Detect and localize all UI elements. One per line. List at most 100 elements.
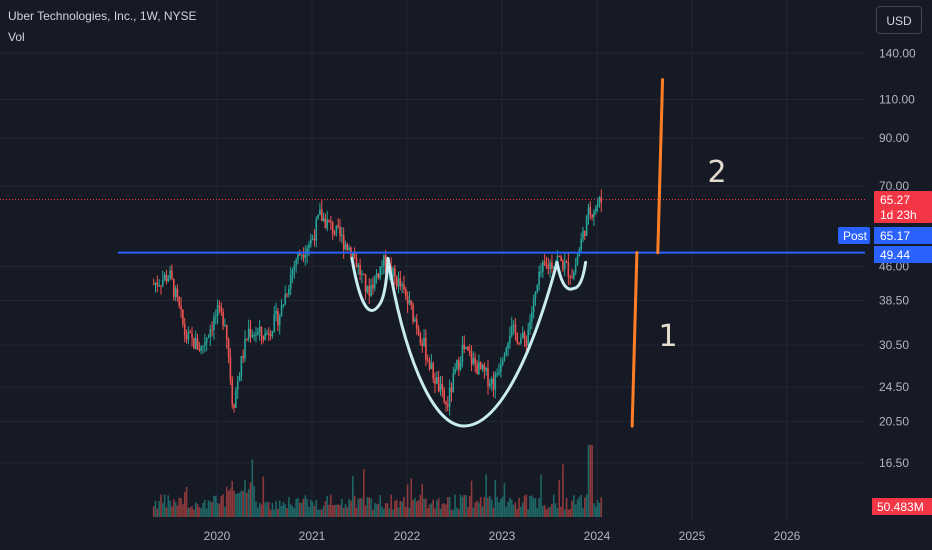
candle-body <box>492 378 495 390</box>
candle-body <box>372 285 374 289</box>
candle-body <box>277 310 279 326</box>
candle-body <box>264 333 266 341</box>
volume-bar <box>467 507 469 517</box>
volume-bar <box>308 507 310 517</box>
volume-bar <box>271 503 274 517</box>
volume-bar <box>253 485 255 517</box>
volume-bar <box>353 495 356 517</box>
candle-body <box>196 338 199 350</box>
volume-bar <box>556 508 559 517</box>
volume-bar <box>408 507 411 517</box>
candle-body <box>434 378 436 384</box>
volume-bar <box>280 505 283 517</box>
price-axis[interactable]: 16.5020.5024.5030.5038.5046.0070.0090.00… <box>879 46 916 470</box>
volume-bar <box>388 508 391 517</box>
candle-body <box>408 300 411 304</box>
candle-body <box>563 261 566 270</box>
candle-body <box>426 359 429 361</box>
time-axis[interactable]: 2020 2021 2022 2023 2024 2025 2026 <box>204 529 801 543</box>
candle-body <box>207 336 210 338</box>
volume-bar <box>156 508 159 517</box>
volume-bar <box>549 506 551 517</box>
cup-and-handle-drawing[interactable] <box>350 256 588 428</box>
measured-move-leg-2[interactable] <box>656 78 665 255</box>
volume-bar <box>443 503 445 517</box>
volume-bar <box>459 494 462 517</box>
candle-body <box>335 225 338 234</box>
candle-body <box>227 339 230 357</box>
volume-bar <box>383 508 385 517</box>
volume-bar <box>200 508 202 517</box>
candle-body <box>432 363 434 379</box>
candle-body <box>300 254 303 256</box>
candle-body <box>352 253 354 258</box>
volume-bar <box>499 498 502 517</box>
candlesticks <box>152 189 603 416</box>
volume-bar <box>384 503 387 517</box>
volume-bar <box>441 503 444 517</box>
volume-bar <box>562 464 564 517</box>
volume-bar <box>450 509 453 517</box>
volume-bar <box>565 497 568 517</box>
volume-bar <box>202 502 204 517</box>
volume-bar <box>470 480 473 517</box>
volume-bar <box>162 503 164 517</box>
volume-bar <box>545 509 548 517</box>
currency-button[interactable]: USD <box>876 6 922 34</box>
candle-body <box>346 244 349 250</box>
volume-bar <box>547 507 550 517</box>
volume-bar <box>456 507 458 517</box>
volume-bar <box>366 497 369 517</box>
candle-body <box>308 244 310 249</box>
candle-body <box>229 356 232 380</box>
volume-bar <box>231 480 234 517</box>
candle-body <box>501 360 504 365</box>
candle-body <box>366 286 369 292</box>
candle-body <box>441 384 444 390</box>
candle-body <box>467 346 469 351</box>
volume-bar <box>275 500 277 517</box>
volume-bar <box>317 509 319 517</box>
x-tick-label: 2020 <box>204 529 231 543</box>
volume-bar <box>224 506 226 517</box>
candle-body <box>445 401 447 405</box>
candle-body <box>289 275 292 289</box>
candle-body <box>163 274 166 280</box>
volume-bar <box>505 506 508 517</box>
candle-body <box>214 315 217 317</box>
volume-bar <box>242 491 244 517</box>
candle-body <box>364 274 367 292</box>
candle-body <box>172 278 175 297</box>
volume-bar <box>322 505 325 517</box>
volume-bar <box>284 504 287 517</box>
candle-body <box>231 379 234 405</box>
volume-bar <box>436 500 438 517</box>
measured-move-leg-1[interactable] <box>630 251 639 428</box>
candle-body <box>282 304 285 306</box>
candle-body <box>313 238 316 241</box>
annotation-label-1: 1 <box>658 319 677 354</box>
volume-bar <box>523 495 526 517</box>
candle-body <box>421 342 424 346</box>
candle-body <box>262 335 265 341</box>
volume-bar <box>481 506 484 517</box>
volume-bar <box>598 502 601 517</box>
candle-body <box>531 312 533 322</box>
volume-bar <box>379 495 382 517</box>
candle-body <box>373 276 376 289</box>
volume-bar <box>163 494 166 517</box>
post-label: Post <box>843 229 868 243</box>
symbol-title[interactable]: Uber Technologies, Inc., 1W, NYSE <box>8 9 197 23</box>
volume-bar <box>377 503 380 517</box>
volume-bar <box>255 501 257 517</box>
volume-bar <box>494 479 497 517</box>
candle-body <box>520 338 522 344</box>
y-tick-label: 140.00 <box>879 46 916 60</box>
candle-body <box>584 230 586 236</box>
volume-bar <box>574 504 577 517</box>
volume-bar <box>485 474 487 517</box>
volume-bar <box>421 483 424 517</box>
candle-body <box>182 309 184 325</box>
candle-body <box>216 305 219 316</box>
